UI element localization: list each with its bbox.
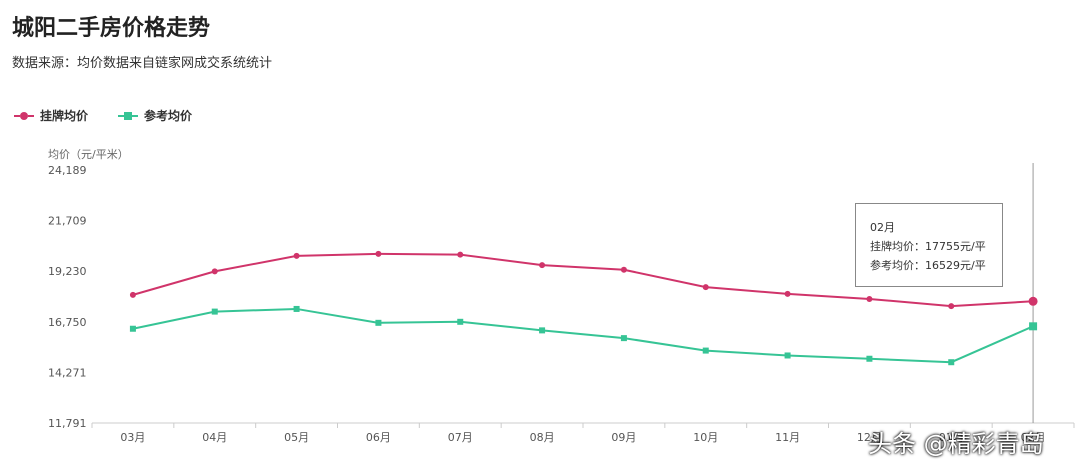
data-point bbox=[784, 290, 791, 297]
data-point bbox=[866, 355, 873, 362]
x-tick-label: 09月 bbox=[611, 431, 636, 444]
x-tick-label: 02月 bbox=[1021, 431, 1046, 444]
y-tick-label: 11,791 bbox=[48, 417, 87, 430]
x-tick-label: 08月 bbox=[530, 431, 555, 444]
x-tick-label: 01月 bbox=[939, 431, 964, 444]
tooltip-month: 02月 bbox=[870, 221, 895, 234]
data-point bbox=[457, 251, 464, 258]
data-point bbox=[211, 308, 218, 315]
x-tick-label: 10月 bbox=[693, 431, 718, 444]
data-point bbox=[293, 252, 300, 259]
x-tick-label: 12月 bbox=[857, 431, 882, 444]
x-tick-label: 11月 bbox=[775, 431, 800, 444]
data-point bbox=[702, 347, 709, 354]
y-tick-label: 21,709 bbox=[48, 215, 87, 228]
data-point bbox=[457, 318, 464, 325]
x-tick-label: 04月 bbox=[202, 431, 227, 444]
chart-tooltip: 02月 挂牌均价：17755元/平 参考均价：16529元/平 bbox=[855, 203, 1003, 287]
x-tick-label: 03月 bbox=[120, 431, 145, 444]
legend-swatch-reference-icon bbox=[118, 111, 139, 121]
data-point bbox=[375, 319, 382, 326]
x-tick-label: 07月 bbox=[448, 431, 473, 444]
data-point bbox=[1028, 296, 1038, 306]
data-point bbox=[784, 352, 791, 359]
legend-label-reference: 参考均价 bbox=[144, 109, 193, 123]
series-line-1 bbox=[132, 252, 1034, 308]
data-point bbox=[539, 327, 546, 334]
data-point bbox=[948, 303, 955, 310]
data-point bbox=[620, 266, 627, 273]
data-point bbox=[948, 359, 955, 366]
data-point bbox=[539, 262, 546, 269]
data-point bbox=[866, 295, 873, 302]
series-line-2 bbox=[132, 307, 1034, 364]
y-tick-label: 14,271 bbox=[48, 366, 87, 379]
x-tick-label: 06月 bbox=[366, 431, 391, 444]
data-point bbox=[375, 250, 382, 257]
data-point bbox=[211, 268, 218, 275]
chart-legend: 挂牌均价 参考均价 bbox=[14, 107, 192, 124]
page-subtitle: 数据来源：均价数据来自链家网成交系统统计 bbox=[12, 56, 273, 71]
legend-swatch-listing-icon bbox=[14, 111, 34, 121]
data-point bbox=[1029, 322, 1038, 331]
data-point bbox=[293, 305, 300, 312]
y-tick-label: 24,189 bbox=[48, 164, 87, 177]
y-tick-label: 16,750 bbox=[48, 316, 87, 329]
data-point bbox=[129, 325, 136, 332]
data-point bbox=[702, 284, 709, 291]
legend-label-listing: 挂牌均价 bbox=[40, 109, 89, 123]
data-point bbox=[129, 291, 136, 298]
data-point bbox=[620, 335, 627, 342]
page-title: 城阳二手房价格走势 bbox=[12, 16, 211, 41]
watermark: 头条 @精彩青岛 bbox=[868, 430, 1044, 458]
x-tick-label: 05月 bbox=[284, 431, 309, 444]
tooltip-listing-value: 挂牌均价：17755元/平 bbox=[870, 240, 986, 253]
tooltip-reference-value: 参考均价：16529元/平 bbox=[870, 259, 986, 272]
legend-item-reference-price[interactable]: 参考均价 bbox=[118, 107, 192, 124]
y-tick-label: 19,230 bbox=[48, 265, 87, 278]
y-axis-label: 均价（元/平米） bbox=[48, 148, 129, 161]
legend-item-listing-price[interactable]: 挂牌均价 bbox=[14, 107, 88, 124]
